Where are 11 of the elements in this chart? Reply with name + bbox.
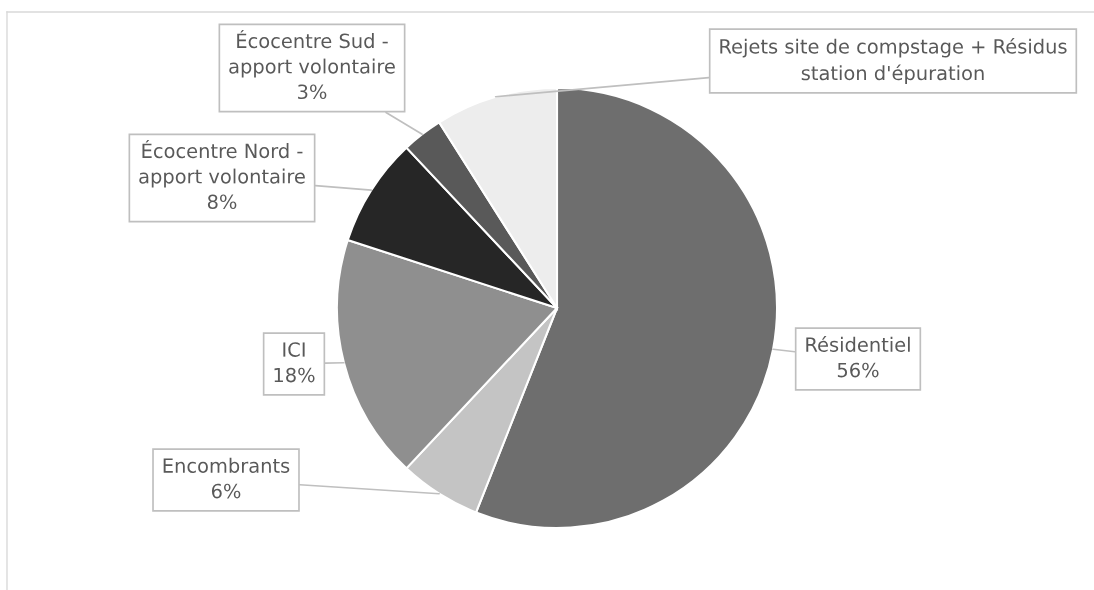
slice-label: Résidentiel [806,336,910,352]
data-label: 8% [207,194,237,210]
data-label: 56% [837,362,879,378]
data-label: 18% [274,367,315,383]
slice-label: Écocentre Sud - apport volontaire [229,29,395,78]
slice-label: Encombrants [163,457,290,473]
slice-label: Écocentre Nord - apport volontaire [139,139,305,188]
slice-label: Rejets site de compstage + Résidus station d'épuration [720,37,1067,85]
slice-label: ICI [283,342,305,357]
data-label: 3% [298,84,327,100]
data-label: 6% [211,483,241,499]
